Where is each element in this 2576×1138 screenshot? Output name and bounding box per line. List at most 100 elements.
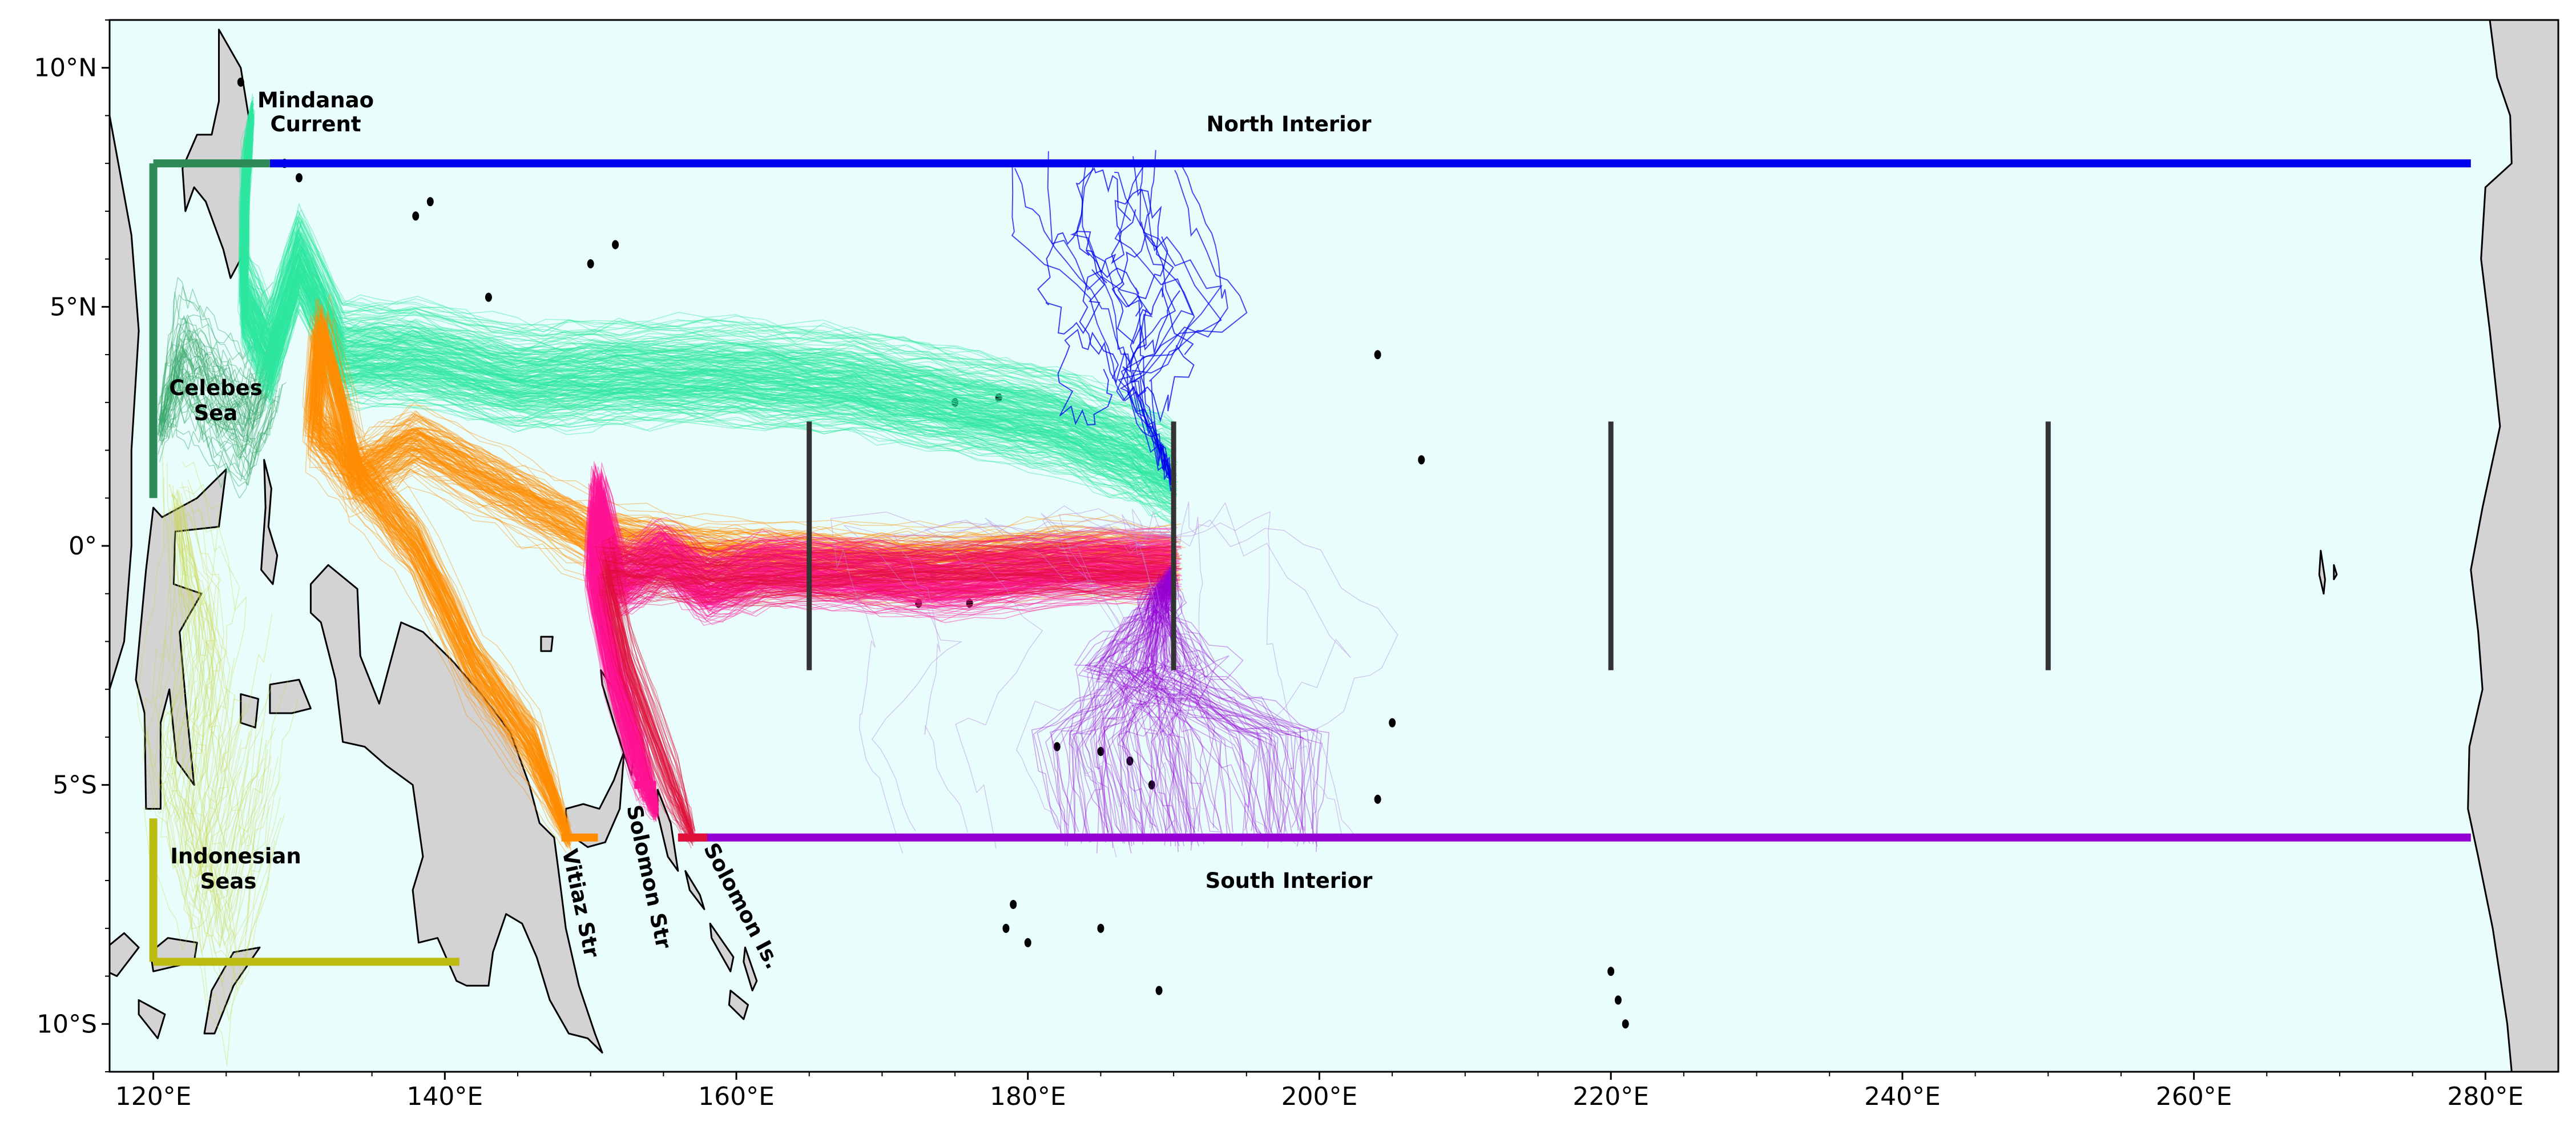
trajectory bbox=[247, 120, 1178, 477]
trajectory bbox=[243, 104, 1174, 423]
trajectory bbox=[587, 496, 1169, 805]
trajectory bbox=[319, 345, 1179, 846]
trajectory bbox=[136, 442, 216, 806]
trajectory bbox=[243, 120, 1174, 504]
bougainville-land bbox=[656, 789, 679, 872]
trajectory bbox=[241, 101, 1173, 446]
trajectory bbox=[598, 472, 1179, 803]
trajectory bbox=[176, 502, 265, 949]
trajectory bbox=[160, 508, 243, 914]
trajectory bbox=[244, 131, 1175, 510]
trajectory bbox=[241, 116, 1172, 492]
trajectory bbox=[305, 313, 1167, 834]
trajectory bbox=[247, 119, 1178, 494]
trajectory bbox=[313, 304, 1174, 833]
trajectory bbox=[243, 115, 1174, 463]
trajectory bbox=[309, 332, 1170, 834]
trajectory bbox=[588, 500, 1169, 815]
trajectory bbox=[317, 345, 1178, 842]
trajectory bbox=[245, 114, 1176, 474]
trajectory bbox=[590, 488, 1171, 808]
trajectory bbox=[159, 285, 277, 404]
trajectory bbox=[310, 365, 1171, 849]
trajectory bbox=[245, 103, 1176, 434]
y-tick-label: 5°N bbox=[50, 292, 97, 321]
trajectory bbox=[183, 513, 276, 911]
trajectory bbox=[309, 326, 1171, 834]
trajectory bbox=[304, 329, 1165, 832]
trajectory-layer bbox=[136, 93, 1398, 1066]
trajectory bbox=[247, 115, 1178, 489]
x-tick-label: 200°E bbox=[1281, 1082, 1358, 1111]
trajectory bbox=[597, 492, 1179, 809]
trajectory bbox=[245, 124, 1176, 499]
trajectory bbox=[163, 347, 280, 423]
trajectory bbox=[162, 335, 285, 415]
trajectory bbox=[319, 314, 1180, 829]
trajectory bbox=[241, 109, 1173, 441]
trajectory bbox=[588, 485, 1170, 805]
trajectory bbox=[239, 116, 1171, 478]
label-indonesian-line2: Seas bbox=[200, 869, 257, 894]
trajectory bbox=[160, 492, 242, 878]
trajectory bbox=[243, 103, 1174, 432]
trajectory bbox=[243, 100, 1174, 443]
trajectory bbox=[240, 106, 1172, 452]
trajectory bbox=[247, 110, 1179, 486]
trajectory bbox=[241, 123, 1172, 499]
trajectory bbox=[245, 121, 1176, 469]
trajectory bbox=[243, 131, 1174, 516]
trajectory bbox=[240, 111, 1172, 458]
trajectory bbox=[311, 303, 1173, 828]
trajectory bbox=[240, 127, 1172, 525]
trajectory bbox=[584, 485, 1166, 804]
trajectory bbox=[593, 472, 1175, 811]
trajectory bbox=[312, 352, 1172, 846]
trajectory bbox=[182, 504, 279, 942]
trajectory bbox=[157, 323, 269, 408]
trajectory bbox=[311, 306, 1171, 827]
trajectory bbox=[243, 112, 1175, 468]
islet bbox=[1010, 899, 1017, 909]
trajectory bbox=[312, 347, 1173, 842]
trajectory bbox=[594, 516, 1175, 815]
trajectory bbox=[240, 115, 1172, 465]
trajectory bbox=[310, 325, 1171, 830]
seram-land bbox=[269, 678, 312, 714]
trajectory bbox=[160, 490, 241, 879]
trajectory bbox=[598, 534, 1179, 817]
trajectory bbox=[594, 509, 1176, 817]
trajectory bbox=[313, 335, 1174, 843]
trajectory bbox=[164, 375, 287, 453]
trajectory bbox=[243, 106, 1174, 445]
trajectory bbox=[241, 106, 1173, 472]
trajectory bbox=[586, 502, 1167, 807]
trajectory bbox=[160, 314, 281, 410]
trajectory bbox=[238, 103, 1170, 449]
islet bbox=[1374, 350, 1381, 360]
trajectories-solomon bbox=[582, 461, 1183, 823]
trajectory bbox=[237, 127, 1168, 489]
trajectory bbox=[590, 510, 1171, 816]
trajectory bbox=[247, 122, 1178, 496]
trajectory bbox=[591, 482, 1172, 802]
y-tick-label: 10°N bbox=[34, 54, 97, 83]
trajectory bbox=[314, 321, 1175, 829]
trajectory bbox=[312, 312, 1173, 835]
islet bbox=[426, 197, 434, 207]
trajectory bbox=[158, 365, 271, 437]
trajectory bbox=[243, 122, 1175, 488]
trajectory bbox=[241, 119, 1172, 496]
trajectory bbox=[159, 389, 280, 465]
trajectory bbox=[592, 488, 1173, 801]
trajectory bbox=[319, 344, 1180, 844]
islet bbox=[1148, 780, 1155, 790]
trajectory bbox=[311, 345, 1171, 842]
trajectory bbox=[311, 298, 1172, 831]
trajectory bbox=[158, 317, 276, 425]
trajectory bbox=[244, 121, 1175, 463]
trajectory bbox=[243, 111, 1175, 456]
trajectory bbox=[160, 329, 280, 417]
trajectory bbox=[241, 122, 1172, 480]
trajectories-celebes bbox=[157, 277, 287, 499]
